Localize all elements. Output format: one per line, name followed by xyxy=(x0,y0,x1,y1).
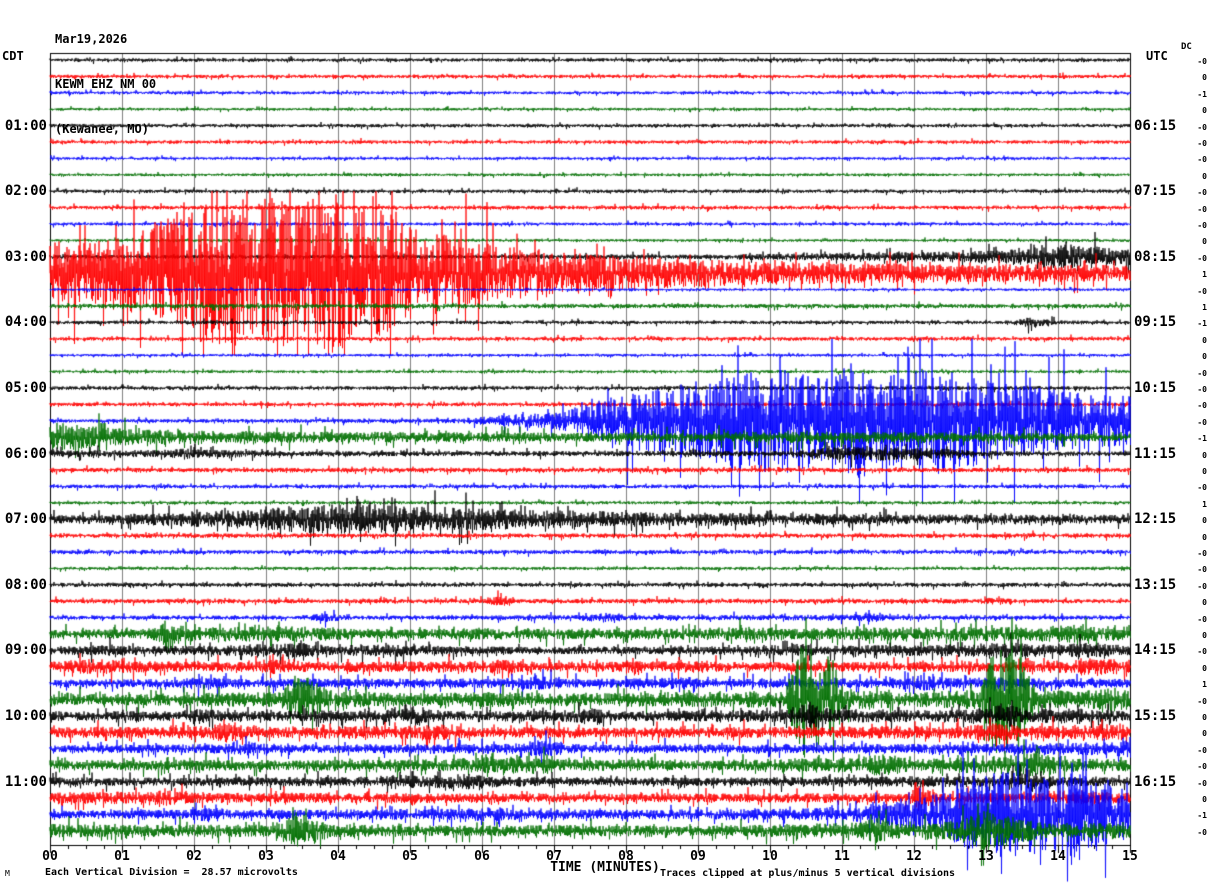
dc-offset-value: 0 xyxy=(1202,631,1207,640)
title-station: KEWM EHZ NM 00 xyxy=(55,77,157,91)
minute-tick-label: 03 xyxy=(258,849,274,864)
utc-hour-label: 06:15 xyxy=(1134,117,1177,134)
minute-tick-label: 10 xyxy=(762,849,778,864)
dc-offset-value: 0 xyxy=(1202,663,1207,673)
dc-offset-value: -0 xyxy=(1197,57,1207,66)
dc-offset-value: 0 xyxy=(1202,450,1207,460)
dc-offset-value: 0 xyxy=(1202,795,1207,804)
cdt-hour-label: 11:00 xyxy=(4,773,47,790)
dc-offset-value: 0 xyxy=(1202,598,1207,608)
dc-offset-value: -0 xyxy=(1197,483,1207,493)
dc-offset-value: -0 xyxy=(1197,253,1207,263)
clip-note: Traces clipped at plus/minus 5 vertical … xyxy=(660,868,956,879)
dc-offset-value: 0 xyxy=(1202,467,1207,476)
dc-offset-value: 1 xyxy=(1202,499,1207,509)
dc-offset-value: 0 xyxy=(1202,171,1207,181)
minute-tick-label: 14 xyxy=(1050,849,1066,864)
dc-offset-value: -1 xyxy=(1197,434,1207,444)
dc-offset-value: -0 xyxy=(1197,385,1207,394)
minute-tick-label: 12 xyxy=(906,849,922,864)
cdt-hour-label: 05:00 xyxy=(4,380,47,396)
dc-offset-value: 0 xyxy=(1202,335,1207,345)
dc-offset-value: -0 xyxy=(1197,368,1207,378)
dc-offset-value: -0 xyxy=(1197,155,1207,165)
utc-hour-label: 12:15 xyxy=(1134,511,1177,528)
dc-offset-value: 0 xyxy=(1202,713,1207,722)
dc-offset-value: -0 xyxy=(1197,614,1207,624)
cdt-hour-label: 03:00 xyxy=(4,248,47,265)
dc-offset-value: -0 xyxy=(1197,827,1207,837)
dc-offset-value: 0 xyxy=(1202,729,1207,739)
minute-tick-label: 09 xyxy=(690,849,706,864)
dc-offset-value: -0 xyxy=(1197,778,1207,788)
utc-hour-label: 14:15 xyxy=(1134,642,1177,659)
minute-tick-label: 11 xyxy=(834,849,850,864)
dc-offset-value: 1 xyxy=(1202,270,1207,280)
scale-note: Each Vertical Division = 28.57 microvolt… xyxy=(45,867,298,878)
minute-tick-label: 01 xyxy=(114,849,130,864)
left-timezone-label: CDT xyxy=(2,49,24,63)
utc-hour-label: 15:15 xyxy=(1134,708,1177,724)
utc-hour-label: 10:15 xyxy=(1134,380,1177,396)
dc-offset-value: 0 xyxy=(1202,237,1207,247)
minute-tick-label: 08 xyxy=(618,849,634,864)
dc-offset-value: 1 xyxy=(1202,680,1207,690)
dc-offset-value: -0 xyxy=(1197,549,1207,558)
dc-offset-value: 0 xyxy=(1202,352,1207,362)
cdt-hour-label: 10:00 xyxy=(4,708,47,724)
utc-hour-label: 13:15 xyxy=(1134,576,1177,593)
minute-tick-label: 00 xyxy=(42,849,58,864)
dc-offset-value: 0 xyxy=(1202,106,1207,116)
utc-hour-label: 08:15 xyxy=(1134,248,1177,265)
dc-offset-value: -0 xyxy=(1197,221,1207,230)
dc-offset-value: -1 xyxy=(1197,811,1207,821)
dc-offset-value: -0 xyxy=(1197,401,1207,411)
dc-offset-value: -0 xyxy=(1197,565,1207,575)
cdt-hour-label: 01:00 xyxy=(4,117,47,134)
title-block: Mar19,2026 KEWM EHZ NM 00 (Kewanee, MO) xyxy=(55,2,156,167)
dc-offset-value: -1 xyxy=(1197,89,1207,99)
minute-tick-label: 04 xyxy=(330,849,346,864)
dc-offset-value: -0 xyxy=(1197,762,1207,772)
cdt-hour-label: 04:00 xyxy=(4,314,47,331)
dc-offset-value: 0 xyxy=(1202,532,1207,542)
utc-hour-label: 09:15 xyxy=(1134,314,1177,331)
minute-tick-label: 13 xyxy=(978,849,994,864)
dc-offset-value: -0 xyxy=(1197,204,1207,214)
cdt-hour-label: 09:00 xyxy=(4,642,47,659)
dc-offset-value: -0 xyxy=(1197,188,1207,198)
dc-offset-header: DC xyxy=(1181,42,1192,52)
minute-tick-label: 15 xyxy=(1122,849,1138,864)
dc-offset-value: -0 xyxy=(1197,139,1207,148)
dc-offset-value: -0 xyxy=(1197,581,1207,591)
cdt-hour-label: 07:00 xyxy=(4,511,47,528)
minute-tick-label: 05 xyxy=(402,849,418,864)
cdt-hour-label: 06:00 xyxy=(4,445,47,462)
dc-offset-value: -0 xyxy=(1197,122,1207,132)
utc-hour-label: 07:15 xyxy=(1134,183,1177,200)
minute-tick-label: 07 xyxy=(546,849,562,864)
minute-tick-label: 02 xyxy=(186,849,202,864)
title-location: (Kewanee, MO) xyxy=(55,122,149,136)
x-axis-title: TIME (MINUTES) xyxy=(550,860,660,875)
cdt-hour-label: 02:00 xyxy=(4,183,47,200)
dc-offset-value: 1 xyxy=(1202,303,1207,312)
dc-offset-value: -0 xyxy=(1197,696,1207,706)
dc-offset-value: 0 xyxy=(1202,516,1207,526)
title-date: Mar19,2026 xyxy=(55,32,128,46)
dc-offset-value: -1 xyxy=(1197,319,1207,329)
dc-offset-value: -0 xyxy=(1197,745,1207,755)
dc-offset-value: -0 xyxy=(1197,417,1207,427)
dc-offset-value: -0 xyxy=(1197,647,1207,657)
minute-tick-label: 06 xyxy=(474,849,490,864)
right-timezone-label: UTC xyxy=(1146,49,1168,63)
utc-hour-label: 11:15 xyxy=(1134,445,1177,462)
cdt-hour-label: 08:00 xyxy=(4,576,47,593)
utc-hour-label: 16:15 xyxy=(1134,773,1177,790)
dc-offset-value: 0 xyxy=(1202,73,1207,83)
dc-offset-value: -0 xyxy=(1197,286,1207,296)
watermark: M xyxy=(5,869,10,878)
